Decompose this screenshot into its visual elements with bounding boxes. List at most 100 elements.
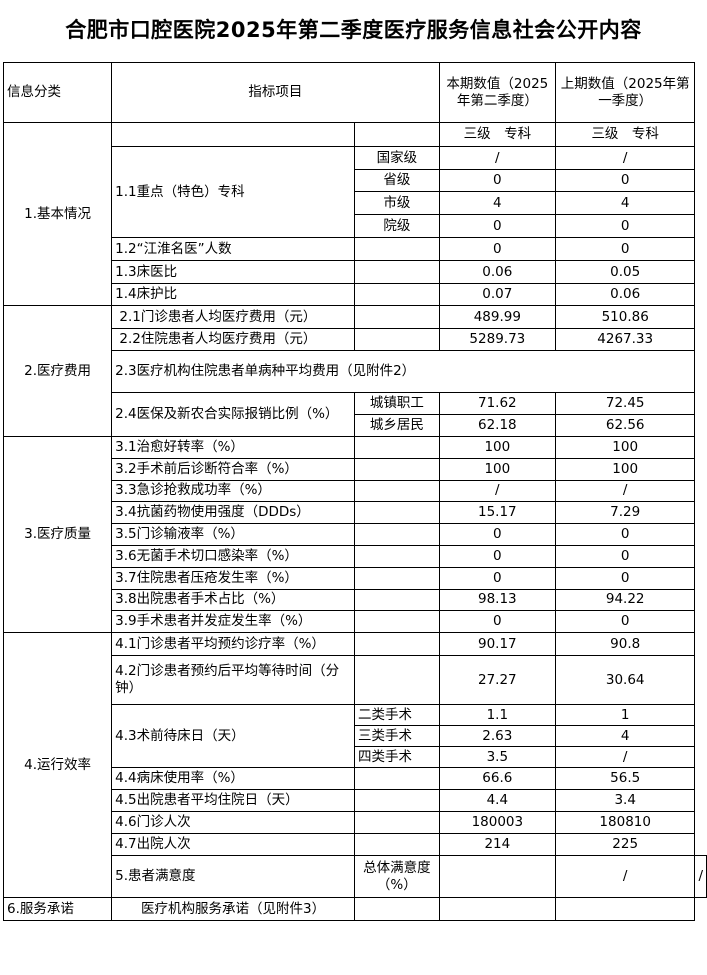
value-previous: 7.29 [554,501,696,525]
row-label: 1.1重点（特色）专科 [111,146,355,238]
row-label: 4.1门诊患者平均预约诊疗率（%） [111,632,355,657]
empty-cell [353,260,440,284]
sub-label: 国家级 [353,146,440,170]
value-previous: / [554,746,696,769]
empty-cell [353,283,440,306]
value-previous: 72.45 [554,392,696,415]
empty-cell [353,523,440,546]
value-previous: 0 [554,523,696,546]
empty-cell [111,122,355,147]
row-label: 3.8出院患者手术占比（%） [111,588,355,612]
empty-cell [438,855,556,899]
value-previous: 0 [554,237,696,261]
value-current: 100 [438,457,556,481]
value-current: 0 [438,237,556,261]
value-current: 0.07 [438,283,556,306]
table-row: 3.医疗质量 3.1治愈好转率（%） 100 100 [2,435,707,634]
value-current: 100 [438,436,556,459]
header-row: 信息分类 指标项目 本期数值（2025年第二季度） 上期数值（2025年第一季度… [2,62,707,123]
row-label: 3.4抗菌药物使用强度（DDDs） [111,501,355,525]
value-previous: 0 [554,610,696,634]
empty-cell [353,833,440,857]
value-previous: 0.06 [554,283,696,306]
value-current: 2.63 [438,725,556,748]
sub-label: 城镇职工 [353,392,440,415]
value-previous: 225 [554,833,696,857]
empty-cell [353,501,440,525]
row-label: 2.2住院患者人均医疗费用（元） [111,328,355,351]
sub-label: 城乡居民 [353,414,440,437]
value-previous: 180810 [554,811,696,835]
empty-cell [353,588,440,612]
value-current: / [438,146,556,170]
row-label: 4.5出院患者平均住院日（天） [111,789,355,813]
value-previous: 4 [554,191,696,215]
value-current: 0 [438,214,556,238]
empty-cell [438,897,556,922]
section-efficiency: 4.运行效率 [2,632,113,899]
value-current: 62.18 [438,414,556,437]
empty-cell [353,328,440,351]
header-current: 本期数值（2025年第二季度） [438,62,556,123]
value-current: / [554,855,696,899]
row-label: 2.3医疗机构住院患者单病种平均费用（见附件2） [111,350,696,393]
value-previous: 4267.33 [554,328,696,351]
value-current: 66.6 [438,767,556,791]
value-previous: 100 [554,436,696,459]
value-current: 5289.73 [438,328,556,351]
empty-cell [353,811,440,835]
value-current: 15.17 [438,501,556,525]
info-table: 信息分类 指标项目 本期数值（2025年第二季度） 上期数值（2025年第一季度… [2,62,707,922]
value-previous: 90.8 [554,632,696,657]
value-current: 0 [438,610,556,634]
value-current: 0.06 [438,260,556,284]
sub-label: 省级 [353,169,440,192]
value-previous: 0 [554,544,696,568]
sub-label: 院级 [353,214,440,238]
table-row: 3.7住院患者压疮发生率（%） 0 0 [4,566,707,590]
value-previous: / [554,479,696,503]
empty-cell [353,655,440,706]
value-previous: 3.4 [554,789,696,813]
row-label: 2.4医保及新农合实际报销比例（%） [111,392,355,437]
value-previous: / [694,855,707,899]
value-previous: 62.56 [554,414,696,437]
empty-cell [353,610,440,634]
value-previous: 56.5 [554,767,696,791]
sub-label: 三类手术 [353,725,440,748]
sub-label: 二类手术 [353,704,440,727]
sub-label: 市级 [353,191,440,215]
section-cost: 2.医疗费用 [2,305,113,437]
row-label: 3.7住院患者压疮发生率（%） [111,566,355,590]
empty-cell [353,566,440,590]
header-category: 信息分类 [2,62,113,123]
table-row: 3.9手术患者并发症发生率（%） 0 0 [4,610,707,634]
value-current: 0 [438,566,556,590]
value-previous: 0 [554,566,696,590]
value-current: 1.1 [438,704,556,727]
empty-cell [353,479,440,503]
empty-cell [554,897,696,922]
section-commitment: 6.服务承诺 [2,897,113,922]
level-previous: 三级 专科 [554,122,696,147]
value-current: 180003 [438,811,556,835]
section-quality: 3.医疗质量 [2,435,113,634]
value-previous: 100 [554,457,696,481]
empty-cell [353,767,440,791]
value-current: 4.4 [438,789,556,813]
empty-cell [353,457,440,481]
row-label: 3.2手术前后诊断符合率（%） [111,457,355,481]
section-basic: 1.基本情况 [2,122,113,306]
table-row: 3.8出院患者手术占比（%） 98.13 94.22 [4,588,707,612]
row-label: 3.1治愈好转率（%） [111,436,355,459]
empty-cell [353,897,440,922]
value-current: 0 [438,523,556,546]
empty-cell [353,544,440,568]
page-title: 合肥市口腔医院2025年第二季度医疗服务信息社会公开内容 [65,18,642,42]
value-current: 71.62 [438,392,556,415]
row-label: 3.5门诊输液率（%） [111,523,355,546]
row-label: 1.4床护比 [111,283,355,306]
value-current: 214 [438,833,556,857]
value-current: 3.5 [438,746,556,769]
value-previous: 0 [554,214,696,238]
